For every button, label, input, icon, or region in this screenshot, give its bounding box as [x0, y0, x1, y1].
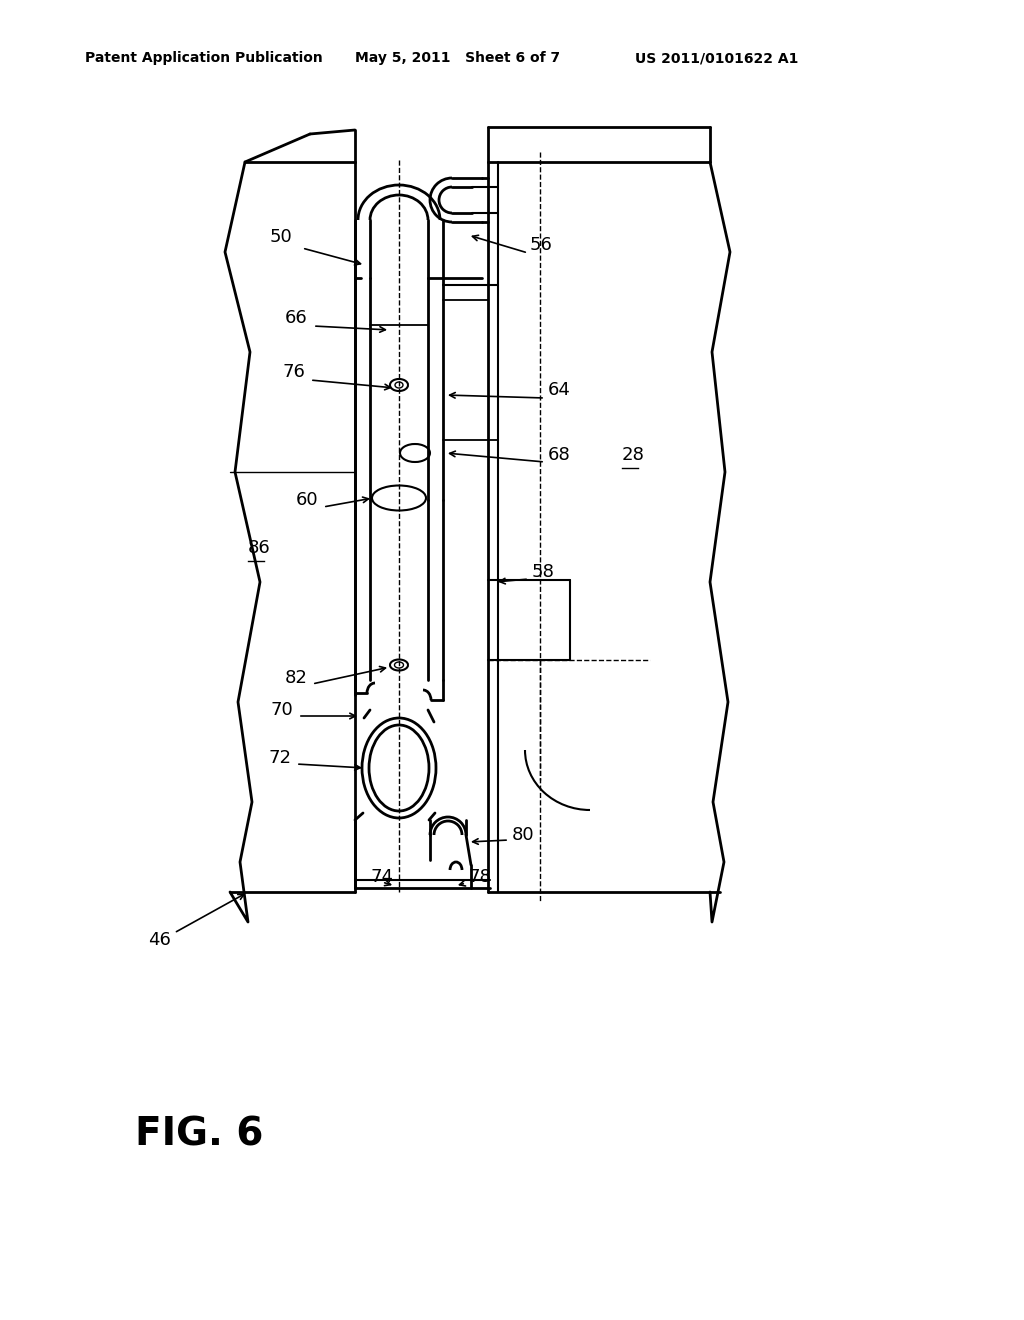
Text: 74: 74 — [370, 869, 393, 886]
Text: 70: 70 — [270, 701, 293, 719]
Text: 72: 72 — [268, 748, 291, 767]
Text: 56: 56 — [530, 236, 553, 253]
Text: 82: 82 — [285, 669, 308, 686]
Text: 78: 78 — [468, 869, 490, 886]
Text: 66: 66 — [285, 309, 308, 327]
Text: Patent Application Publication: Patent Application Publication — [85, 51, 323, 65]
Text: 46: 46 — [148, 931, 171, 949]
Text: 68: 68 — [548, 446, 570, 465]
Text: 28: 28 — [622, 446, 645, 465]
Text: 50: 50 — [270, 228, 293, 246]
Text: US 2011/0101622 A1: US 2011/0101622 A1 — [635, 51, 799, 65]
Text: 80: 80 — [512, 826, 535, 843]
Text: 86: 86 — [248, 539, 270, 557]
Text: May 5, 2011   Sheet 6 of 7: May 5, 2011 Sheet 6 of 7 — [355, 51, 560, 65]
Text: 76: 76 — [283, 363, 306, 381]
Text: 58: 58 — [532, 564, 555, 581]
Text: 64: 64 — [548, 381, 570, 399]
Text: FIG. 6: FIG. 6 — [135, 1115, 263, 1154]
Text: 60: 60 — [296, 491, 318, 510]
